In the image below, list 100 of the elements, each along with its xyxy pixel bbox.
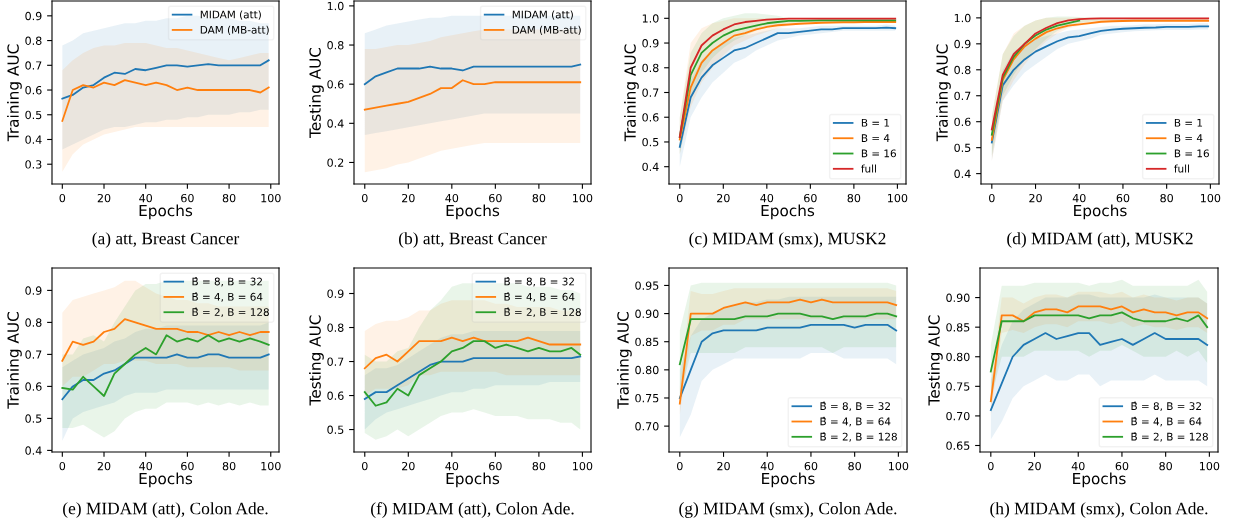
line-series [989, 305, 1209, 403]
x-tick-label: 0 [989, 193, 995, 203]
y-tick-label: 0.7 [327, 357, 344, 366]
y-tick-label: 0.5 [954, 143, 971, 153]
x-tick-label: 20 [97, 193, 111, 203]
legend-label: B̂ = 8, B = 32 [192, 276, 262, 287]
y-tick-label: 0.6 [327, 391, 344, 400]
x-tick-label: 0 [59, 461, 66, 471]
x-tick-label: 60 [804, 461, 818, 471]
text: (e) MIDAM (att), Colon Ade. [63, 502, 268, 518]
y-tick-label: 0.90 [635, 309, 659, 318]
x-tick-label: 40 [1072, 193, 1086, 203]
legend-label: B = 16 [1174, 149, 1209, 158]
x-tick-label: 100 [261, 193, 281, 203]
text: (b) att, Breast Cancer [399, 232, 547, 248]
y-tick-label: 0.7 [25, 350, 42, 359]
x-tick-label: 20 [717, 461, 730, 471]
legend-label: B = 16 [861, 149, 896, 158]
y-tick-label: 0.9 [25, 286, 42, 295]
x-tick-label: 100 [1199, 461, 1220, 471]
x-tick-label: 20 [1028, 461, 1041, 471]
y-axis-title: Training AUC [7, 312, 22, 409]
x-tick-label: 80 [532, 193, 546, 203]
y-tick-label: 0.8 [642, 63, 659, 73]
y-axis-title: Testing AUC [309, 315, 324, 406]
legend-label: B = 1 [1174, 119, 1203, 127]
legend-label: B̂ = 8, B = 32 [504, 276, 574, 287]
y-tick-label: 0.70 [635, 422, 659, 431]
x-tick-label: 0 [988, 461, 994, 471]
x-tick-label: 60 [804, 193, 817, 203]
y-tick-label: 0.70 [946, 411, 970, 421]
legend-label: B = 4 [1174, 134, 1203, 142]
x-tick-label: 80 [1159, 461, 1172, 471]
text: (a) att, Breast Cancer [92, 232, 240, 248]
y-tick-label: 0.5 [25, 414, 42, 423]
x-tick-label: 40 [445, 193, 459, 203]
x-tick-label: 20 [717, 193, 730, 203]
legend-label: DAM (MB-att) [200, 25, 269, 35]
y-axis-title: Training AUC [624, 44, 639, 142]
legend-label: B = 1 [861, 119, 890, 127]
line-series [989, 332, 1209, 411]
y-tick-label: 0.6 [25, 382, 42, 391]
y-tick-label: 0.8 [954, 65, 971, 75]
y-tick-label: 0.95 [635, 281, 659, 290]
legend-label: B̂ = 4, B = 64 [820, 416, 891, 427]
y-tick-label: 0.75 [946, 382, 970, 391]
x-tick-label: 100 [1200, 193, 1221, 203]
x-tick-label: 0 [361, 461, 368, 471]
x-axis-title: Epochs [1073, 472, 1126, 488]
line-series [61, 334, 270, 397]
y-tick-label: 0.80 [635, 365, 659, 375]
x-tick-label: 60 [1115, 461, 1129, 471]
text: (d) MIDAM (att), MUSK2 [1007, 232, 1193, 248]
x-tick-label: 80 [222, 193, 236, 203]
y-tick-label: 1.0 [642, 14, 659, 23]
x-tick-label: 40 [139, 193, 153, 203]
y-tick-label: 0.6 [327, 80, 344, 89]
legend-label: B̂ = 4, B = 64 [504, 292, 575, 302]
x-tick-label: 20 [1029, 193, 1042, 203]
text: (g) MIDAM (smx), Colon Ade. [679, 502, 897, 518]
y-tick-label: 0.6 [642, 113, 659, 122]
x-tick-label: 60 [181, 461, 194, 471]
x-tick-label: 20 [402, 193, 415, 203]
x-tick-label: 0 [677, 461, 683, 471]
y-tick-label: 0.8 [25, 36, 42, 45]
x-tick-label: 20 [97, 461, 111, 471]
x-tick-label: 0 [361, 193, 368, 203]
text: (f) MIDAM (att), Colon Ade. [371, 502, 574, 518]
legend-label: full [1174, 164, 1189, 173]
x-axis-title: Epochs [139, 472, 193, 488]
y-tick-label: 0.4 [25, 446, 42, 455]
y-tick-label: 0.4 [25, 135, 42, 144]
y-tick-label: 0.8 [327, 323, 344, 332]
x-tick-label: 40 [760, 461, 774, 471]
legend-label: B̂ = 8, B = 32 [1131, 401, 1201, 412]
x-axis-title: Epochs [1074, 204, 1127, 220]
legend-label: B̂ = 2, B = 128 [820, 432, 897, 442]
x-axis-title: Epochs [761, 204, 815, 220]
y-tick-label: 0.8 [327, 41, 344, 50]
line-series [363, 79, 582, 111]
line-series [61, 353, 270, 401]
y-tick-label: 0.85 [946, 323, 970, 332]
x-tick-label: 100 [888, 461, 909, 471]
x-tick-label: 40 [139, 461, 153, 471]
legend-label: B̂ = 4, B = 64 [1131, 416, 1202, 427]
y-axis-title: Training AUC [936, 44, 951, 142]
line-series [61, 318, 270, 362]
y-tick-label: 0.7 [954, 91, 971, 101]
y-tick-label: 0.8 [25, 318, 42, 327]
x-tick-label: 60 [489, 193, 502, 203]
y-tick-label: 0.3 [25, 160, 42, 169]
legend-label: DAM (MB-att) [512, 25, 581, 35]
line-series [363, 355, 582, 400]
y-axis-title: Training AUC [616, 312, 632, 409]
x-tick-label: 40 [445, 461, 459, 471]
y-tick-label: 0.2 [327, 158, 344, 167]
y-tick-label: 0.9 [25, 11, 42, 21]
y-tick-label: 0.4 [954, 169, 971, 178]
x-tick-label: 60 [181, 193, 194, 203]
y-tick-label: 0.4 [642, 162, 659, 172]
